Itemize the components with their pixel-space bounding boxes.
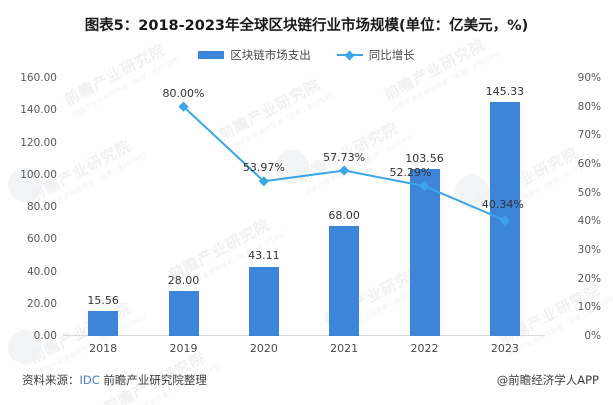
x-axis-tick: 2020 <box>249 342 278 355</box>
chart-legend: 区块链市场支出 同比增长 <box>0 47 613 63</box>
x-axis-baseline <box>63 335 545 336</box>
y-axis-right-tick: 20% <box>577 272 601 285</box>
y-axis-right-tick: 90% <box>577 72 601 84</box>
y-axis-left-tick: 60.00 <box>26 233 57 246</box>
y-axis-left-tick: 40.00 <box>26 265 57 278</box>
line-value-label: 53.97% <box>242 161 285 175</box>
plot-area: 15.56 28.00 43.11 68.00 103.56 145.33 80.00% 5… <box>63 78 545 336</box>
y-axis-right-tick: 60% <box>577 158 601 170</box>
bar-value-label: 145.33 <box>485 84 525 98</box>
y-axis-left-tick: 20.00 <box>26 297 57 310</box>
bar[interactable] <box>329 226 360 336</box>
x-axis-tick: 2023 <box>490 342 519 355</box>
line-point-marker[interactable] <box>499 215 510 226</box>
legend-item-bar[interactable]: 区块链市场支出 <box>198 47 311 63</box>
y-axis-right-tick: 10% <box>577 301 601 314</box>
y-axis-right: 0% 10% 20% 30% 40% 50% 60% 70% 80% 90% <box>551 72 601 342</box>
source-suffix: 前瞻产业研究院整理 <box>99 373 207 387</box>
line-point-marker[interactable] <box>419 181 430 192</box>
bar[interactable] <box>409 169 440 336</box>
line-value-label: 52.29% <box>389 166 432 180</box>
bar-value-label: 15.56 <box>87 293 119 307</box>
legend-bar-swatch-icon <box>198 51 225 59</box>
y-axis-left-tick: 160.00 <box>20 72 57 84</box>
attribution: @前瞻经济学人APP <box>496 373 599 387</box>
x-axis-tick: 2018 <box>89 342 118 355</box>
y-axis-left-tick: 140.00 <box>20 104 57 117</box>
line-value-label: 40.34% <box>481 198 524 212</box>
y-axis-right-tick: 30% <box>577 244 601 256</box>
y-axis-left-tick: 120.00 <box>20 136 57 149</box>
legend-item-label: 区块链市场支出 <box>230 48 311 62</box>
source-note: 资料来源：IDC 前瞻产业研究院整理 <box>22 372 207 388</box>
bar-value-label: 43.11 <box>248 249 280 263</box>
bar[interactable] <box>168 290 199 336</box>
bar-value-label: 68.00 <box>328 209 360 223</box>
legend-item-label: 同比增长 <box>368 48 415 62</box>
bar-value-label: 28.00 <box>167 273 200 287</box>
legend-line-swatch-icon <box>336 50 363 60</box>
y-axis-left-tick: 100.00 <box>20 168 57 181</box>
x-axis-tick: 2019 <box>169 342 198 355</box>
source-prefix: 资料来源： <box>22 373 80 387</box>
line-series <box>178 101 510 226</box>
legend-item-line[interactable]: 同比增长 <box>336 47 415 63</box>
line-value-label: 80.00% <box>162 86 205 100</box>
line-value-label: 57.73% <box>323 150 366 164</box>
bar-value-label: 103.56 <box>405 152 444 165</box>
y-axis-right-tick: 70% <box>577 129 601 142</box>
y-axis-left-tick: 80.00 <box>26 201 57 213</box>
bar[interactable] <box>88 310 119 336</box>
line-point-marker[interactable] <box>339 165 350 176</box>
bar[interactable] <box>248 266 279 336</box>
x-axis-tick: 2021 <box>330 342 359 355</box>
y-axis-right-tick: 40% <box>577 215 601 228</box>
chart-title: 图表5：2018-2023年全球区块链行业市场规模(单位：亿美元，%) <box>84 18 529 34</box>
y-axis-left: 0.00 20.00 40.00 60.00 80.00 100.00 120.00 140.… <box>0 72 57 342</box>
x-axis-tick: 2022 <box>410 342 439 355</box>
y-axis-right-tick: 0% <box>584 330 601 342</box>
source-name: IDC <box>79 373 100 387</box>
y-axis-left-tick: 0.00 <box>33 330 57 342</box>
y-axis-right-tick: 80% <box>577 100 601 113</box>
y-axis-right-tick: 50% <box>577 186 601 199</box>
